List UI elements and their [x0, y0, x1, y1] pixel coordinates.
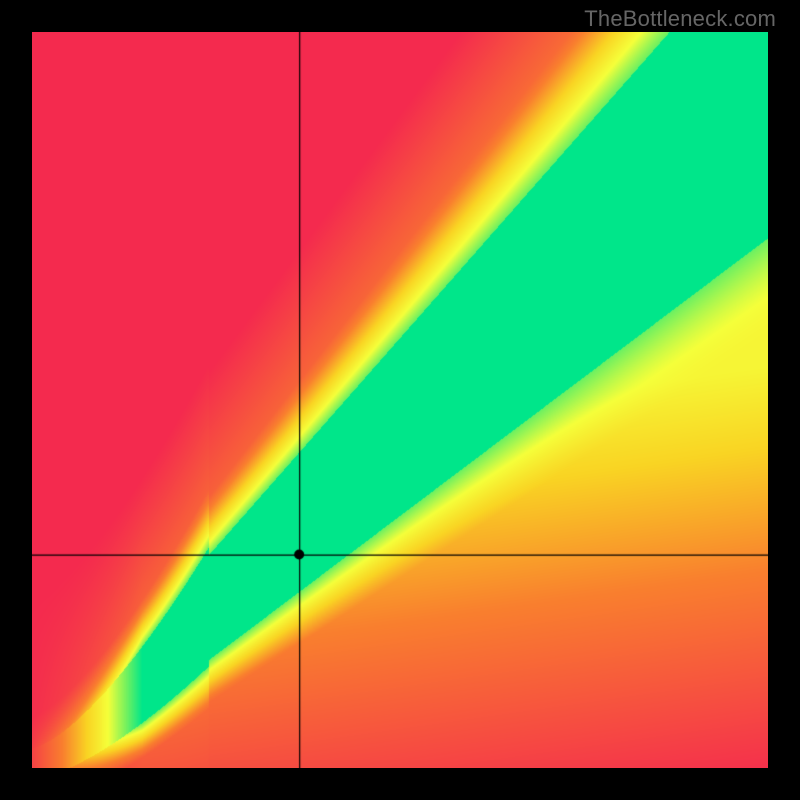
- heatmap-canvas: [32, 32, 768, 768]
- plot-area: [32, 32, 768, 768]
- chart-container: TheBottleneck.com: [0, 0, 800, 800]
- watermark-text: TheBottleneck.com: [584, 6, 776, 32]
